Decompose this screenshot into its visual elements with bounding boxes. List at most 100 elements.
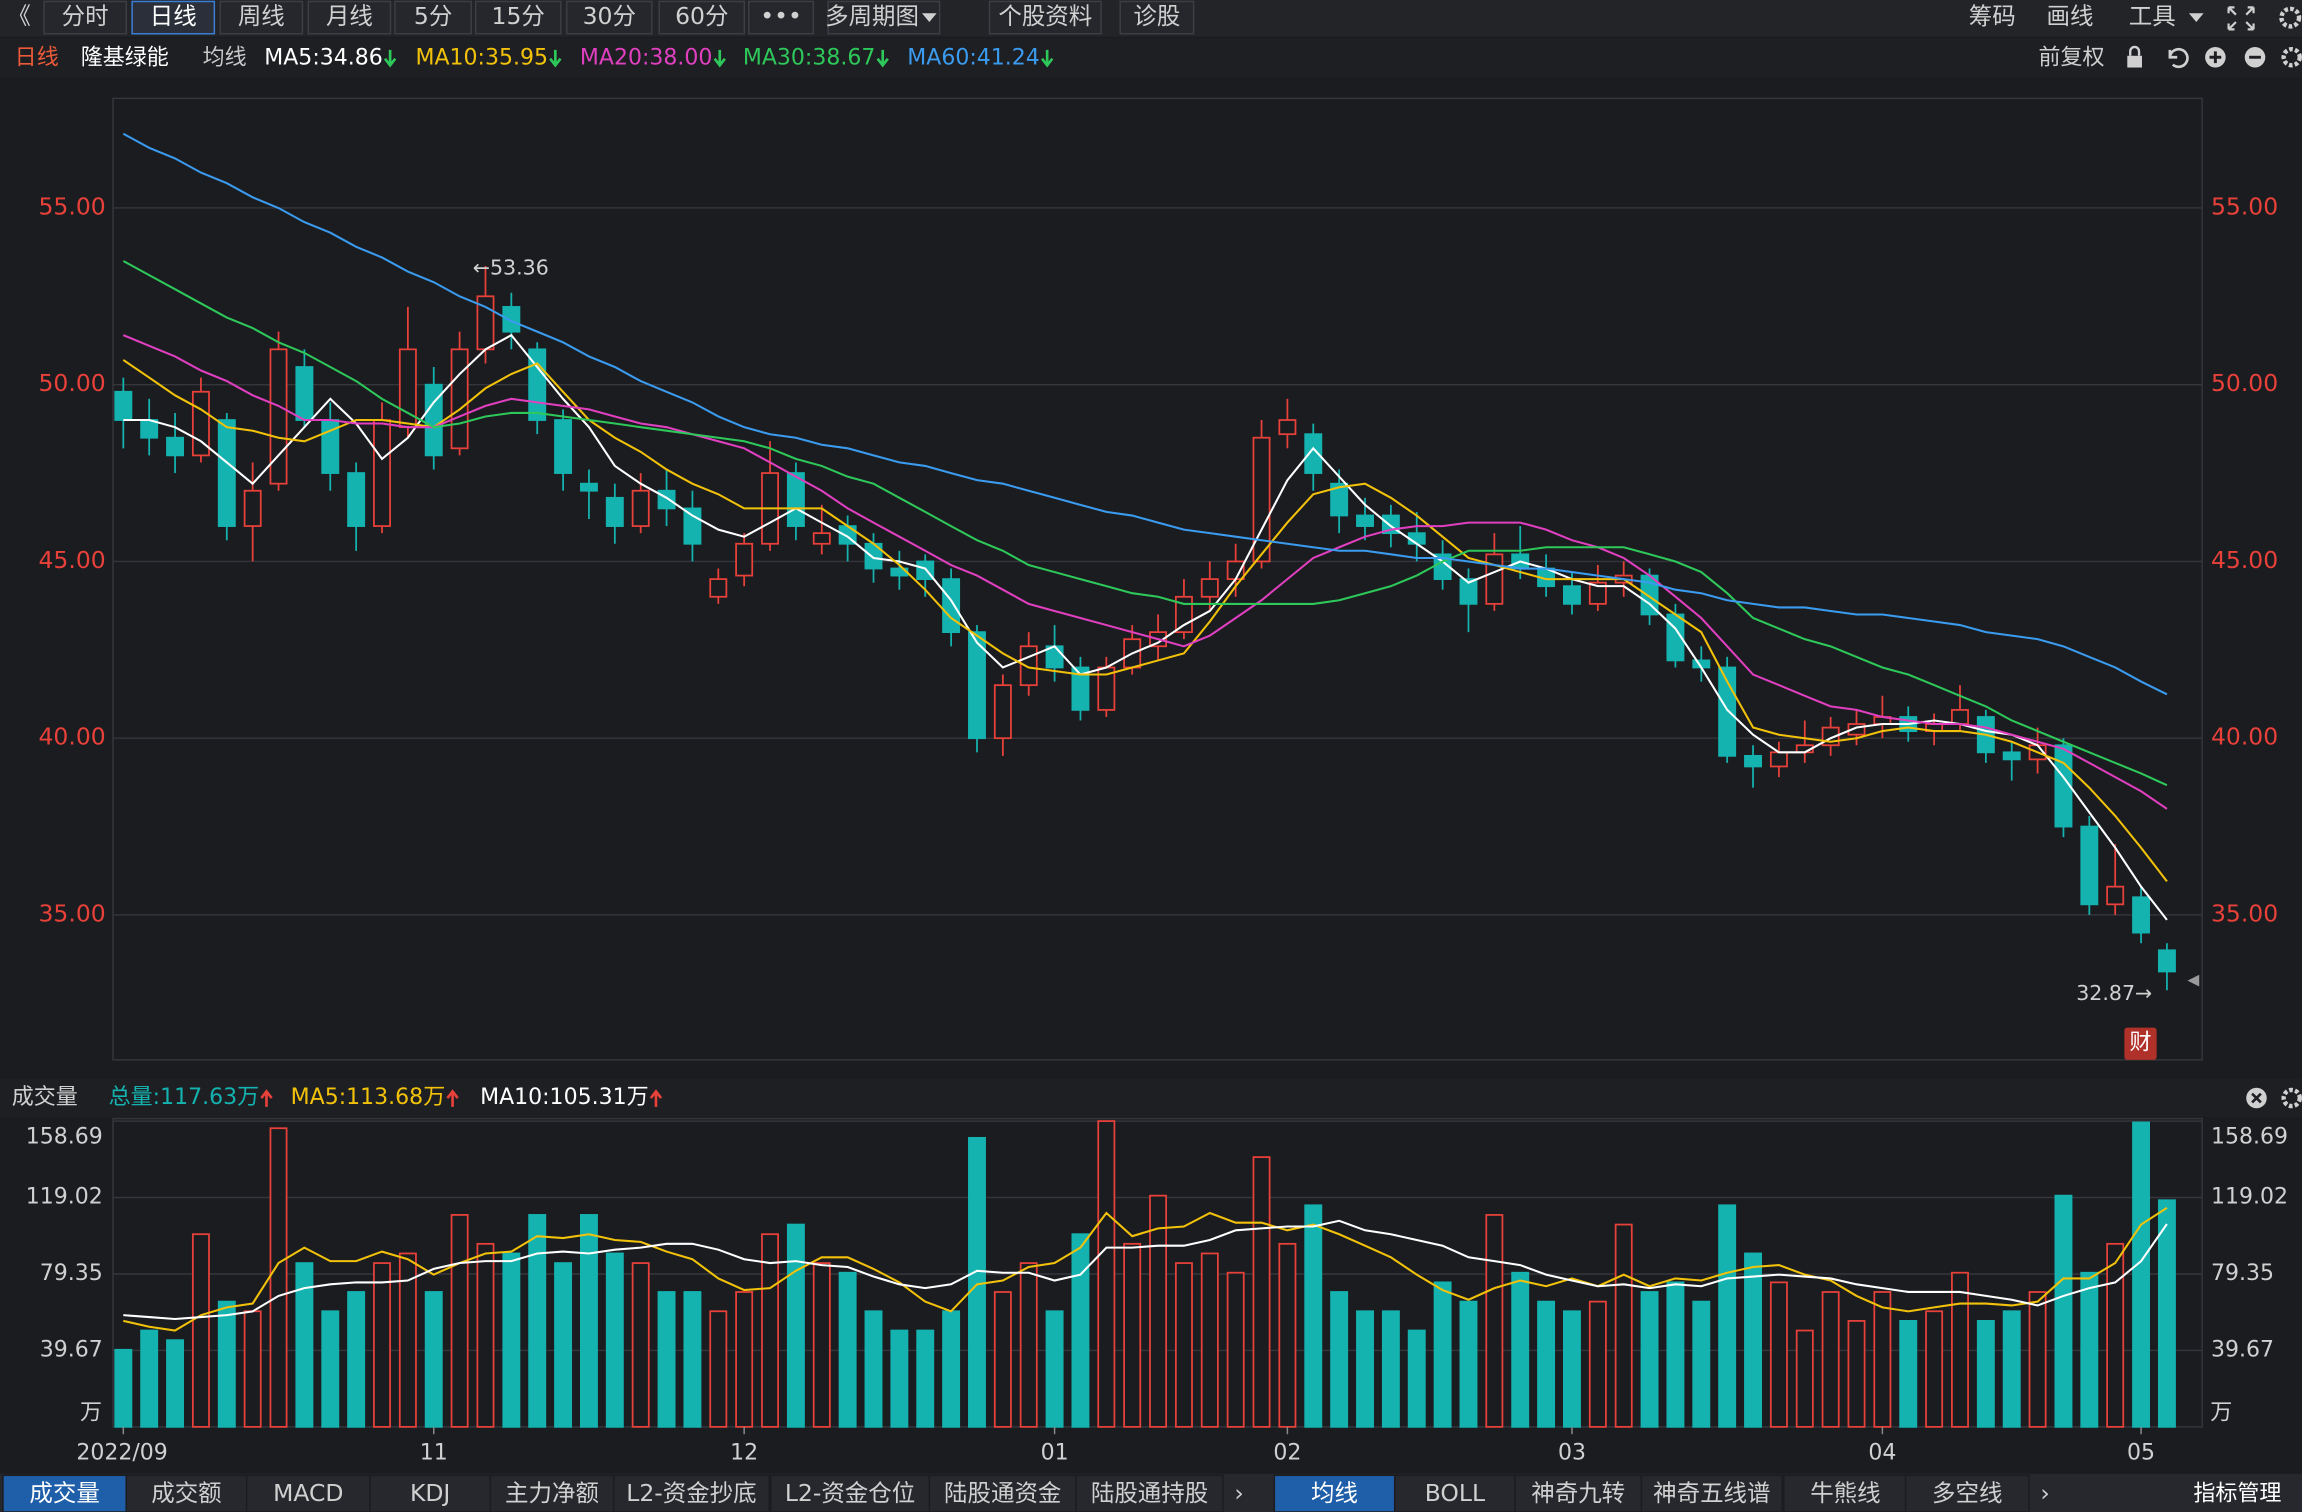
indicator-tab-label[interactable]: 神奇九转 xyxy=(1531,1479,1625,1507)
toolbar-button[interactable] xyxy=(748,0,815,35)
candle-body xyxy=(243,489,262,527)
indicator-tab-label[interactable]: 陆股通持股 xyxy=(1091,1479,1208,1507)
toolbar-button[interactable] xyxy=(658,0,746,35)
indicator-tab[interactable] xyxy=(928,1474,1077,1512)
indicator-tab[interactable] xyxy=(1514,1474,1643,1512)
y-tick-label: 158.69 xyxy=(2211,1125,2288,1150)
toolbar-button[interactable] xyxy=(827,0,941,35)
indicator-tab-label[interactable]: 牛熊线 xyxy=(1810,1479,1880,1507)
indicator-tab-label[interactable]: KDJ xyxy=(410,1479,450,1507)
indicator-tab-label[interactable]: 成交额 xyxy=(151,1479,221,1507)
toolbar-item[interactable]: 30分 xyxy=(583,2,636,30)
toolbar-item[interactable]: 个股资料 xyxy=(998,2,1092,30)
indicator-tab-label[interactable]: 主力净额 xyxy=(505,1479,599,1507)
undo-icon[interactable] xyxy=(2168,47,2189,69)
indicator-tab-label[interactable]: L2-资金抄底 xyxy=(626,1479,756,1507)
y-tick-label: 79.35 xyxy=(2211,1261,2274,1286)
candle-body xyxy=(683,507,702,545)
toolbar-button[interactable] xyxy=(43,0,127,35)
toolbar-item[interactable]: 多周期图 xyxy=(825,2,919,30)
indicator-tab-label[interactable]: 陆股通资金 xyxy=(944,1479,1061,1507)
toolbar-button[interactable] xyxy=(394,0,472,35)
toolbar-item[interactable]: 工具 xyxy=(2129,2,2176,30)
toolbar-item[interactable]: ••• xyxy=(760,2,802,30)
indicator-tab[interactable] xyxy=(770,1474,931,1512)
tab-scroll[interactable]: › xyxy=(2040,1479,2049,1507)
adjust-mode[interactable]: 前复权 xyxy=(2038,46,2104,71)
toolbar-item[interactable]: 筹码 xyxy=(1969,2,2016,30)
toolbar-button[interactable] xyxy=(219,0,304,35)
volume-title: 成交量 xyxy=(12,1085,78,1110)
indicator-tab-label[interactable]: 神奇五线谱 xyxy=(1653,1479,1770,1507)
zoom-out-icon[interactable] xyxy=(2244,46,2266,68)
fullscreen-icon[interactable] xyxy=(2227,6,2255,31)
indicator-tab-label[interactable]: 成交量 xyxy=(29,1479,99,1507)
indicator-tab-label[interactable]: MACD xyxy=(273,1479,343,1507)
zoom-in-icon[interactable] xyxy=(2205,46,2226,68)
settings-icon[interactable] xyxy=(2281,1087,2302,1109)
volume-bar xyxy=(1123,1242,1142,1428)
toolbar-item[interactable]: 画线 xyxy=(2047,2,2094,30)
toolbar-item[interactable]: 60分 xyxy=(675,2,728,30)
volume-bar xyxy=(890,1329,909,1428)
toolbar-item[interactable]: 诊股 xyxy=(1133,2,1180,30)
toolbar-item[interactable]: 5分 xyxy=(414,2,452,30)
lock-icon[interactable] xyxy=(2127,45,2142,68)
volume-bar xyxy=(1769,1281,1788,1428)
candle-body xyxy=(1071,666,1090,711)
indicator-tab[interactable] xyxy=(1904,1474,2030,1512)
y-tick-label: 39.67 xyxy=(40,1337,103,1362)
volume-bar xyxy=(166,1339,185,1428)
indicator-tab[interactable] xyxy=(612,1474,771,1512)
toolbar-item[interactable]: 日线 xyxy=(150,2,197,30)
toolbar-item[interactable]: 《 xyxy=(7,2,30,30)
finance-badge[interactable] xyxy=(2124,1027,2157,1060)
toolbar-button[interactable] xyxy=(474,0,562,35)
annotation: ←53.36 xyxy=(473,256,549,280)
candle-body xyxy=(2002,751,2021,761)
volume-bar xyxy=(373,1262,391,1428)
close-icon[interactable] xyxy=(2246,1087,2267,1109)
toolbar-item[interactable]: 15分 xyxy=(492,2,545,30)
candle-body xyxy=(1847,723,1866,736)
toolbar-button[interactable] xyxy=(307,0,392,35)
candle-body xyxy=(812,532,831,545)
indicator-tab-label[interactable]: L2-资金仓位 xyxy=(785,1479,915,1507)
volume-bar xyxy=(1149,1194,1168,1428)
dropdown-arrow[interactable] xyxy=(921,13,937,23)
tab-scroll[interactable]: › xyxy=(1234,1479,1243,1507)
indicator-tab[interactable] xyxy=(1783,1474,1908,1512)
volume-bar xyxy=(450,1214,469,1428)
volume-bar xyxy=(269,1127,288,1428)
candle-body xyxy=(217,419,236,527)
indicator-tab-label[interactable]: BOLL xyxy=(1425,1479,1485,1507)
indicator-tab[interactable] xyxy=(489,1474,615,1512)
indicator-tab[interactable] xyxy=(2,1474,127,1512)
toolbar-item[interactable]: 分时 xyxy=(62,2,109,30)
indicator-tab[interactable] xyxy=(369,1474,492,1512)
ma-line xyxy=(123,1219,2168,1320)
dropdown-arrow[interactable] xyxy=(2188,13,2204,23)
annotation[interactable]: 财 xyxy=(2129,1031,2151,1056)
indicator-manage[interactable]: 指标管理 xyxy=(2193,1481,2281,1506)
toolbar-button[interactable] xyxy=(1119,0,1195,35)
volume-bar xyxy=(1795,1329,1814,1428)
toolbar-item[interactable]: 周线 xyxy=(238,2,285,30)
legend-entry: MA30:38.67 xyxy=(743,46,876,71)
volume-bar xyxy=(2054,1194,2073,1428)
indicator-tab[interactable] xyxy=(1640,1474,1784,1512)
volume-bar xyxy=(1381,1310,1400,1428)
volume-bar xyxy=(1744,1252,1762,1428)
toolbar-button[interactable] xyxy=(988,0,1102,35)
indicator-tab[interactable] xyxy=(245,1474,371,1512)
toolbar-item[interactable]: 月线 xyxy=(326,2,373,30)
candle-body xyxy=(140,419,159,439)
toolbar-button[interactable] xyxy=(565,0,653,35)
settings-icon[interactable] xyxy=(2281,46,2302,68)
indicator-tab[interactable] xyxy=(1075,1474,1224,1512)
indicator-tab-label[interactable]: 均线 xyxy=(1311,1479,1358,1507)
indicator-tab-label[interactable]: 多空线 xyxy=(1932,1479,2002,1507)
volume-bar xyxy=(1925,1310,1944,1428)
settings-icon[interactable] xyxy=(2279,6,2302,29)
toolbar-button[interactable] xyxy=(131,0,216,35)
